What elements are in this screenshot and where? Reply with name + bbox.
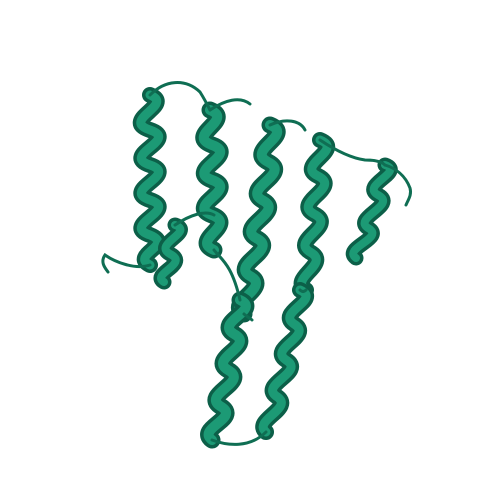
helix-1 — [133, 87, 167, 273]
helix-4 — [293, 132, 336, 298]
helix-2 — [195, 101, 229, 259]
helix-7 — [255, 282, 315, 440]
helix-3 — [231, 116, 286, 323]
helix-8 — [153, 217, 188, 290]
helix-5 — [345, 157, 398, 266]
helix-6 — [200, 291, 255, 449]
loop-coils — [101, 81, 412, 446]
